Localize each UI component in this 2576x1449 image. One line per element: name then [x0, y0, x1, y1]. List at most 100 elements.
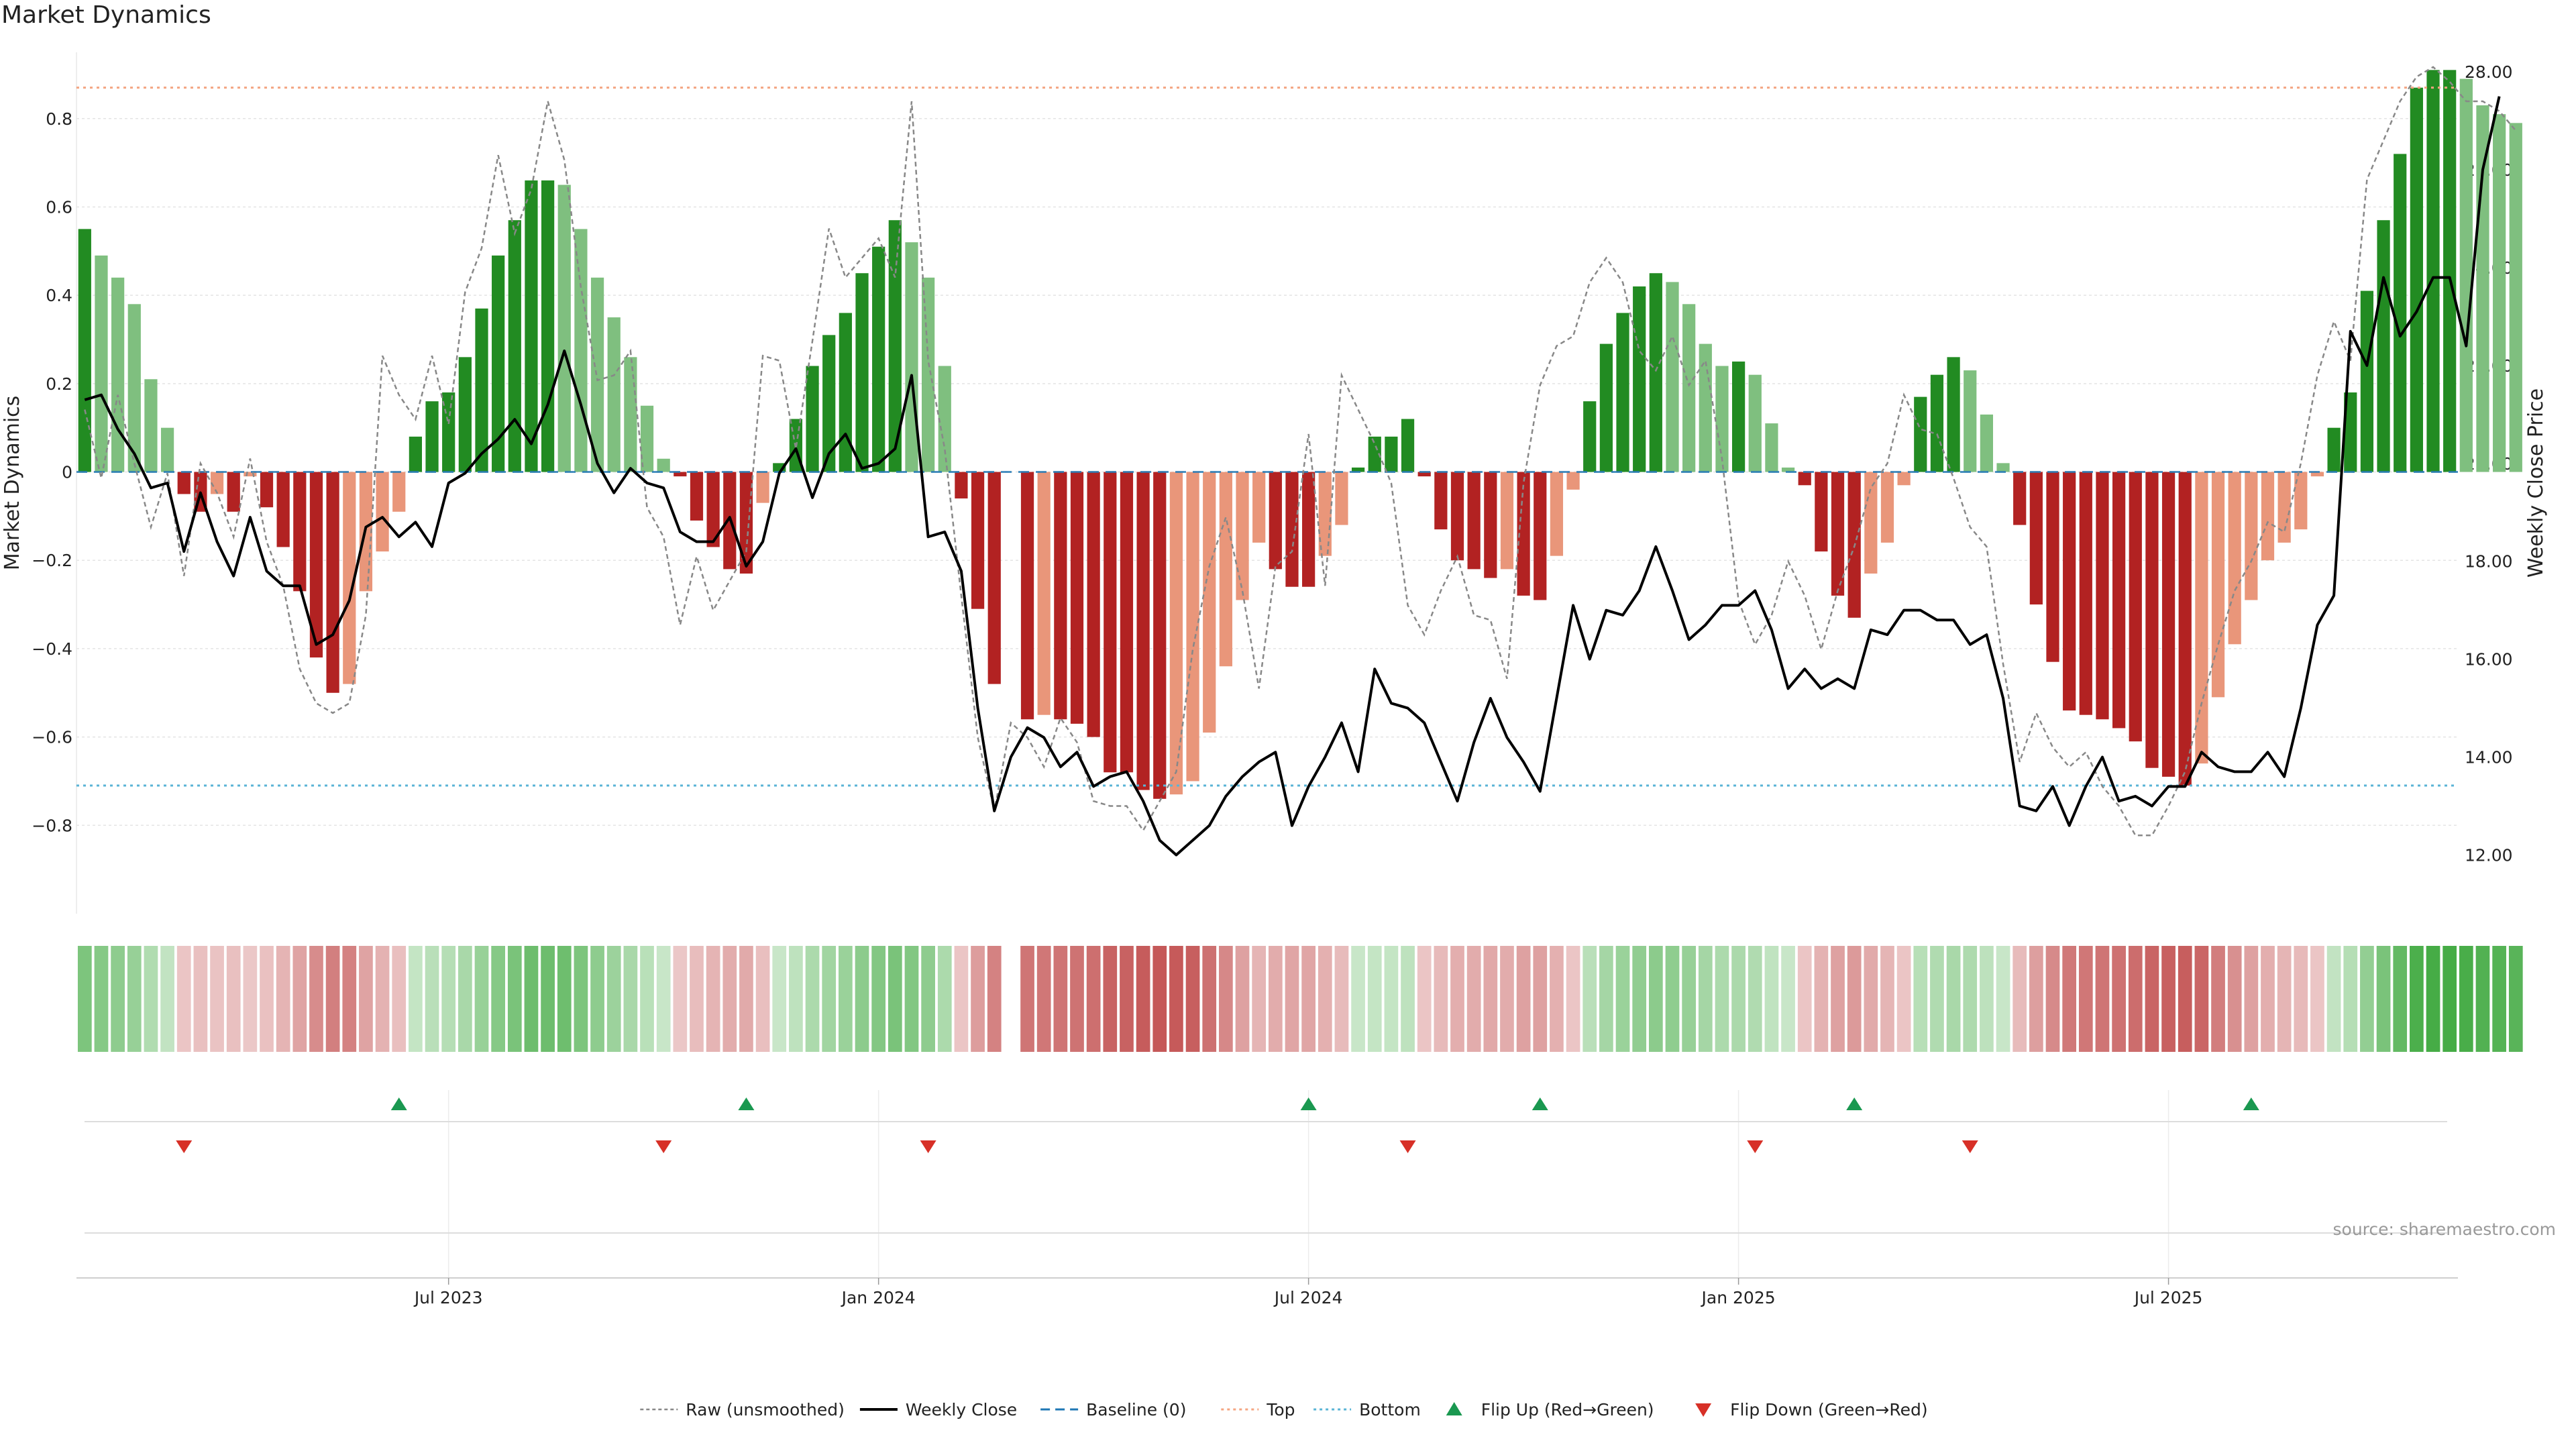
strip-cell: [2128, 946, 2143, 1052]
flip-down-marker: [655, 1140, 672, 1153]
y-tick-label: 0.6: [46, 197, 72, 217]
strip-cell: [1169, 946, 1183, 1052]
momentum-bar: [392, 472, 406, 512]
y-tick-label: −0.6: [32, 728, 72, 747]
momentum-bar: [2509, 123, 2522, 472]
strip-cell: [1086, 946, 1101, 1052]
y2-tick-label: 28.00: [2465, 62, 2513, 82]
momentum-bar: [2277, 472, 2291, 543]
strip-cell: [1731, 946, 1746, 1052]
momentum-bar: [1368, 436, 1381, 472]
momentum-bar: [1715, 366, 1729, 472]
strip-cell: [1152, 946, 1167, 1052]
momentum-bar: [409, 436, 422, 472]
strip-cell: [855, 946, 869, 1052]
flip-up-marker: [1532, 1097, 1548, 1110]
momentum-bar: [822, 335, 836, 472]
y-tick-label: −0.4: [32, 639, 72, 659]
momentum-bar: [1269, 472, 1282, 570]
momentum-bar: [1087, 472, 1100, 737]
momentum-bar: [1054, 472, 1067, 720]
strip-cell: [409, 946, 423, 1052]
momentum-bar: [987, 472, 1001, 684]
strip-cell: [822, 946, 837, 1052]
momentum-bar: [855, 273, 869, 472]
legend-flip-up-icon: [1446, 1402, 1462, 1415]
strip-cell: [2078, 946, 2093, 1052]
momentum-bar: [2063, 472, 2076, 711]
strip-cell: [1996, 946, 2010, 1052]
momentum-bar: [2459, 78, 2473, 472]
strip-cell: [226, 946, 241, 1052]
strip-cell: [574, 946, 588, 1052]
strip-cell: [309, 946, 323, 1052]
strip-cell: [2062, 946, 2077, 1052]
momentum-bar: [293, 472, 307, 592]
momentum-bar: [1434, 472, 1448, 530]
strip-cell: [2261, 946, 2275, 1052]
momentum-bar: [2294, 472, 2308, 530]
momentum-bar: [2327, 427, 2341, 472]
strip-cell: [1814, 946, 1829, 1052]
strip-cell: [937, 946, 952, 1052]
momentum-bar: [508, 220, 521, 472]
momentum-bar: [1219, 472, 1232, 667]
strip-cell: [2178, 946, 2192, 1052]
momentum-bar: [2228, 472, 2241, 645]
momentum-bar: [1169, 472, 1183, 795]
momentum-bar: [1731, 361, 1746, 472]
momentum-bar: [1318, 472, 1332, 556]
strip-cell: [160, 946, 174, 1052]
momentum-bar: [1583, 401, 1597, 472]
strip-cell: [690, 946, 704, 1052]
momentum-bar: [541, 180, 555, 472]
strip-cell: [541, 946, 555, 1052]
momentum-bar: [2344, 392, 2357, 472]
momentum-bar: [1385, 436, 1398, 472]
strip-cell: [260, 946, 274, 1052]
strip-cell: [425, 946, 439, 1052]
momentum-bar: [2261, 472, 2275, 561]
momentum-bar: [1864, 472, 1878, 574]
momentum-bar: [1186, 472, 1199, 782]
momentum-bar: [326, 472, 339, 693]
legend-item: Baseline (0): [1040, 1400, 1186, 1419]
strip-cell: [2310, 946, 2324, 1052]
momentum-bar: [2394, 154, 2407, 472]
strip-cell: [1401, 946, 1415, 1052]
strip-cell: [94, 946, 109, 1052]
strip-cell: [921, 946, 935, 1052]
strip-cell: [623, 946, 638, 1052]
strip-cell: [1367, 946, 1382, 1052]
momentum-bar: [1649, 273, 1662, 472]
strip-cell: [292, 946, 307, 1052]
legend-item: Raw (unsmoothed): [640, 1400, 845, 1419]
strip-cell: [441, 946, 456, 1052]
strip-cell: [1384, 946, 1399, 1052]
strip-cell: [557, 946, 572, 1052]
legend-item: Bottom: [1313, 1400, 1421, 1419]
momentum-bar: [1914, 396, 1927, 472]
momentum-bar: [160, 427, 174, 472]
momentum-bar: [177, 472, 191, 494]
strip-cell: [1103, 946, 1118, 1052]
strip-cell: [1351, 946, 1365, 1052]
legend-label: Flip Up (Red→Green): [1481, 1400, 1654, 1419]
momentum-bar: [210, 472, 224, 494]
momentum-bar: [1517, 472, 1530, 596]
strip-cell: [1599, 946, 1613, 1052]
strip-cell: [954, 946, 969, 1052]
momentum-bar: [1798, 472, 1811, 486]
momentum-bar: [2096, 472, 2109, 720]
momentum-bar: [624, 357, 637, 472]
strip-cell: [2161, 946, 2176, 1052]
momentum-bar: [1682, 304, 1696, 472]
momentum-bar: [922, 277, 935, 472]
momentum-bar: [1104, 472, 1117, 773]
strip-cell: [342, 946, 357, 1052]
momentum-bar: [276, 472, 290, 547]
strip-cell: [1483, 946, 1498, 1052]
momentum-bar: [1302, 472, 1316, 587]
momentum-bar: [1236, 472, 1249, 600]
